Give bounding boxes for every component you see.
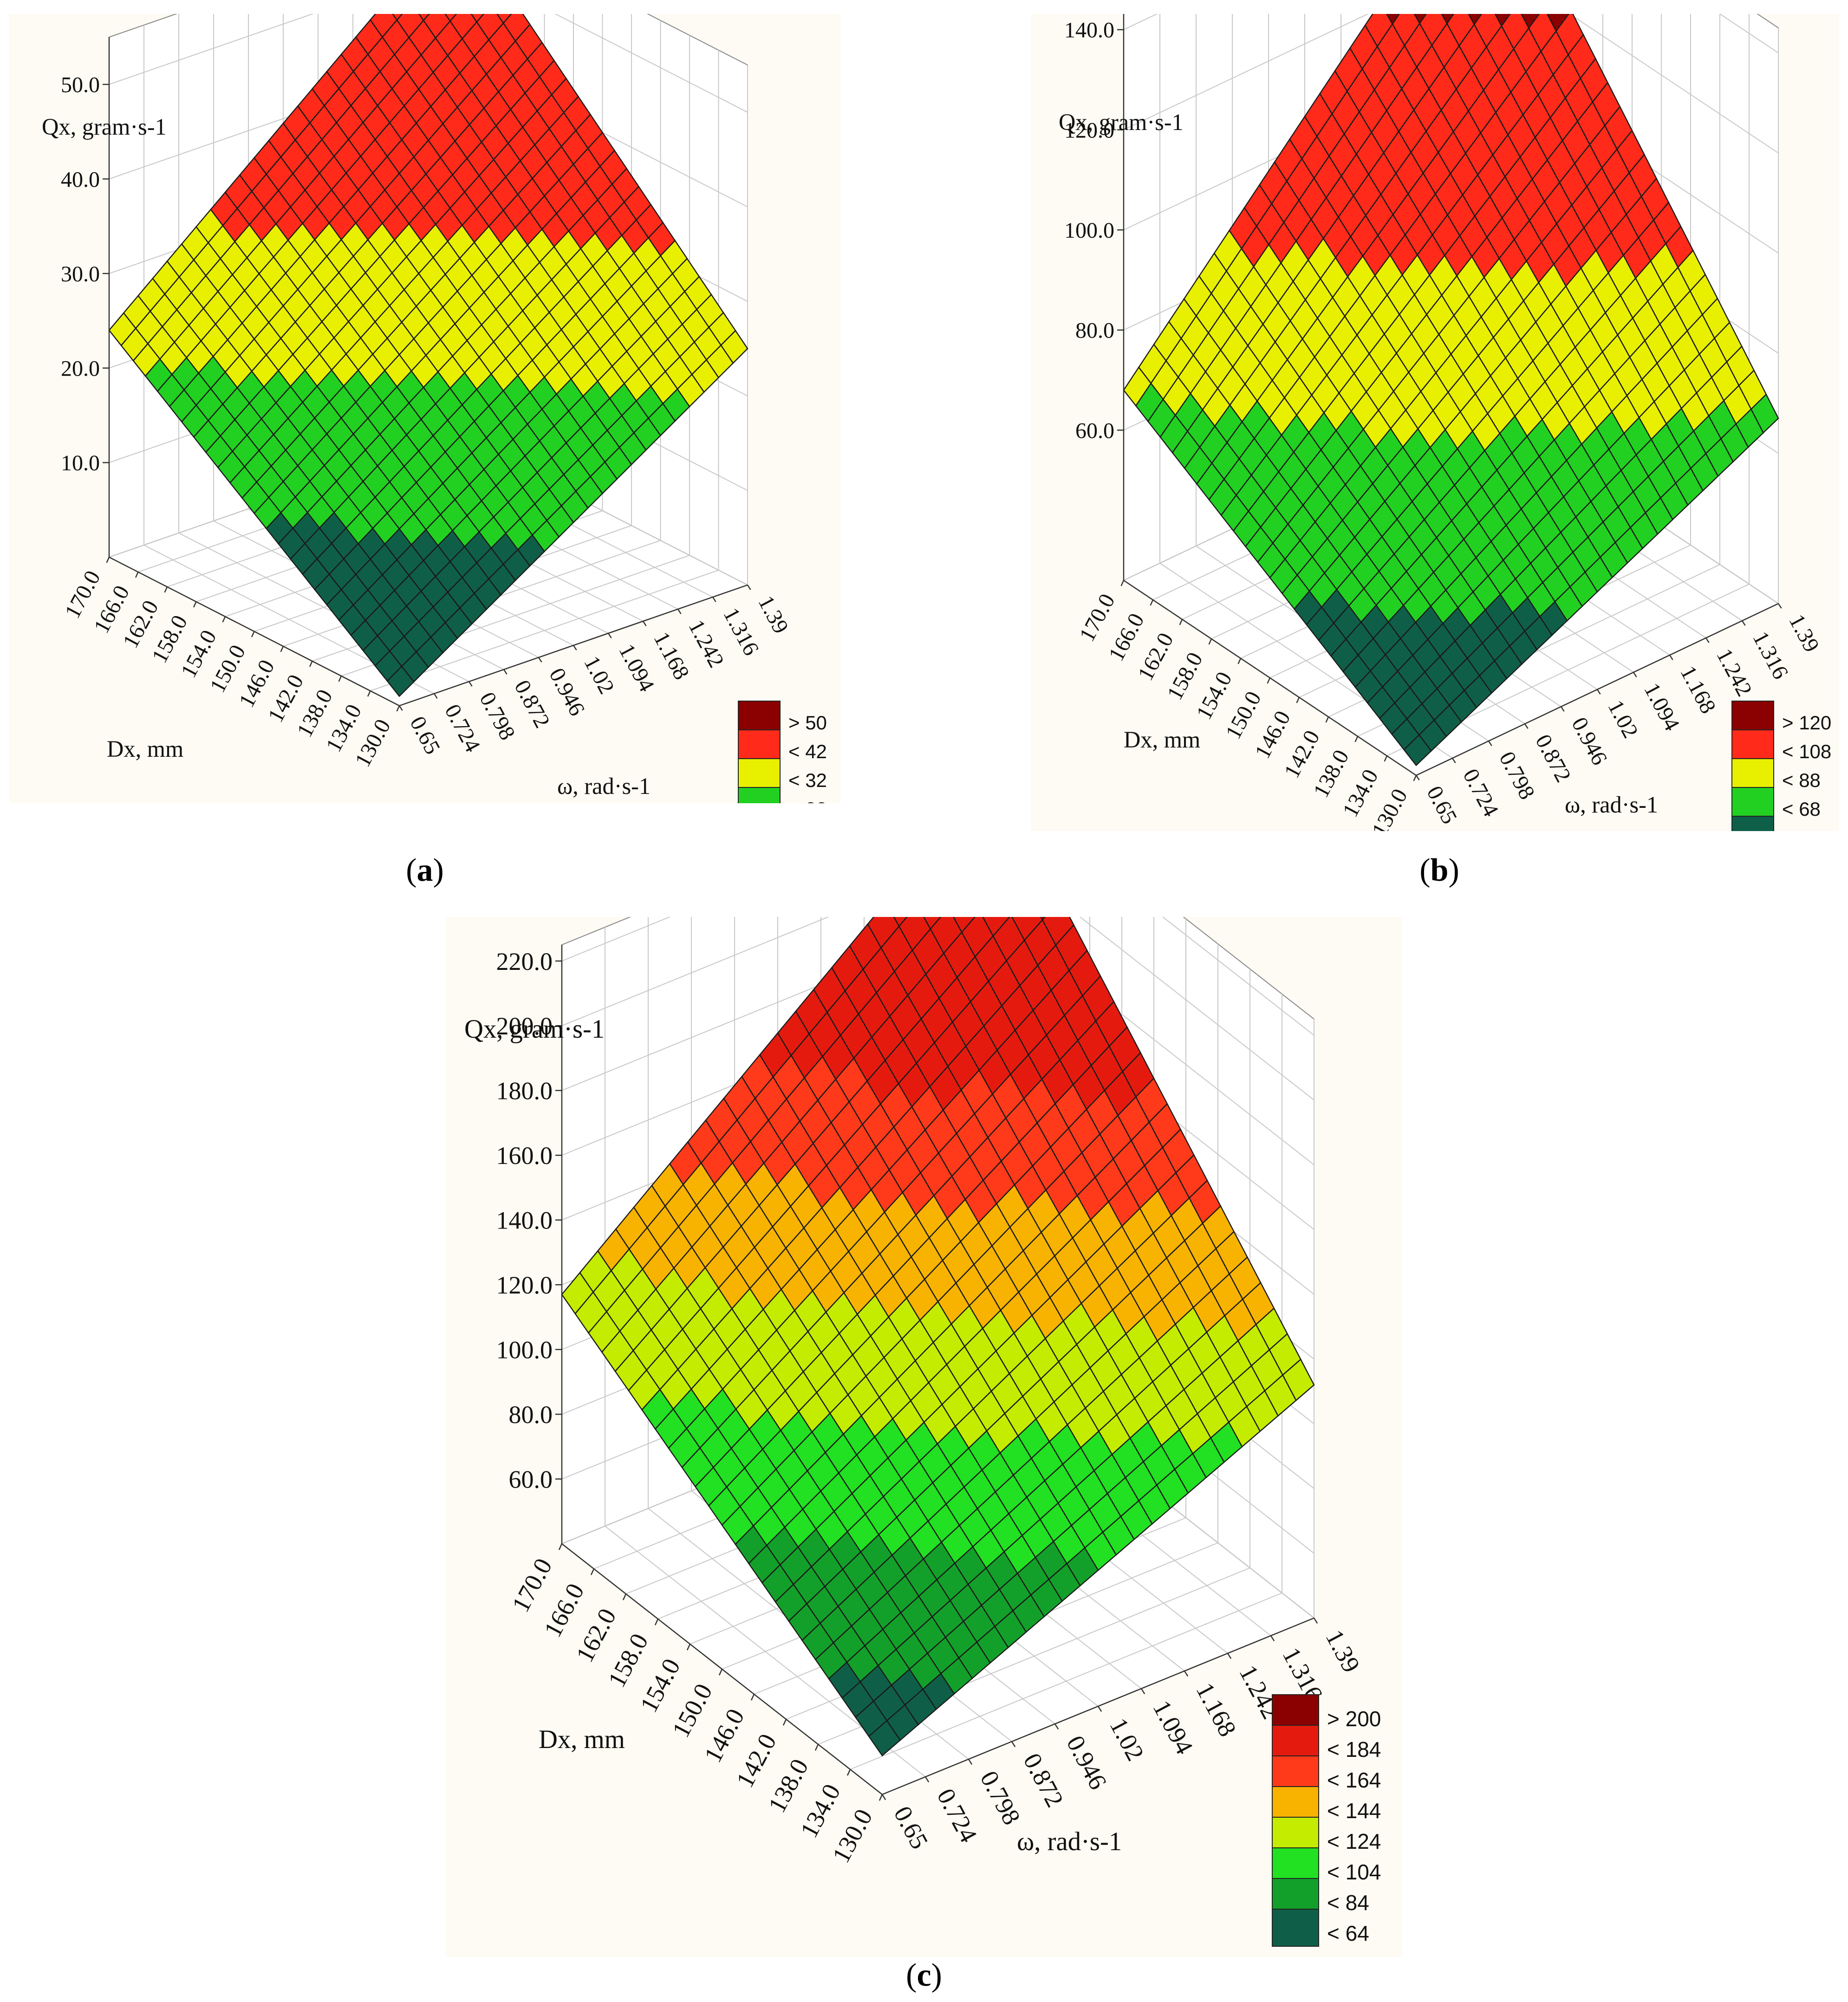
surface-plot-b: 60.0 80.0 100.0 120.0 140.0 170.0 166.0 162.0 15…	[1031, 14, 1839, 831]
caption-c-letter: c	[917, 1957, 931, 1993]
surface-plot-c-svg: 60.0 80.0 100.0 120.0 140.0 160.0 180.0 200.0 22…	[446, 917, 1402, 1957]
surface-cell	[386, 665, 415, 697]
z-tick-label: 60.0	[509, 1465, 553, 1493]
legend-label: < 32	[788, 769, 827, 791]
d-axis-title: Dx, mm	[107, 736, 183, 762]
surface	[561, 917, 1315, 1757]
legend-label: < 22	[788, 798, 827, 803]
legend-label: < 108	[1782, 741, 1831, 762]
surface-plot-b-svg: 60.080.0100.0120.0140.0170.0166.0162.015…	[1031, 14, 1839, 831]
legend: > 120 < 108 < 88 < 68 < 48	[1731, 701, 1831, 831]
legend-swatch	[1731, 816, 1774, 831]
w-axis-title: ω, rad·s-1	[557, 773, 651, 799]
surface-cell	[418, 14, 430, 22]
d-axis-title: Dx, mm	[539, 1725, 625, 1754]
legend-swatch	[1272, 1909, 1319, 1947]
legend-swatch	[1731, 787, 1774, 821]
surface-cell	[444, 14, 457, 22]
surface-cell	[1468, 14, 1483, 26]
legend-label: < 144	[1327, 1799, 1381, 1823]
z-axis-title: Qx, gram·s-1	[1059, 109, 1184, 135]
w-axis-title: ω, rad·s-1	[1565, 792, 1658, 818]
caption-b: (b)	[1419, 852, 1459, 888]
z-tick-label: 140.0	[1064, 18, 1114, 43]
surface-plot-a: 10.0 20.0 30.0 40.0 50.0 170.0 166.0 162.0 158.0…	[9, 14, 840, 803]
legend-swatch	[738, 729, 781, 764]
legend-swatch	[1731, 701, 1774, 735]
z-tick-label: 200.0	[496, 1012, 553, 1040]
surface-plot-c: 60.0 80.0 100.0 120.0 140.0 160.0 180.0 200.0 22…	[446, 917, 1402, 1957]
legend-swatch	[738, 787, 781, 803]
surface	[108, 14, 748, 697]
surface-cell	[496, 14, 512, 24]
z-tick-label: 160.0	[496, 1142, 553, 1170]
legend-label: < 184	[1327, 1737, 1381, 1762]
z-tick-label: 50.0	[61, 73, 100, 98]
legend-swatch	[1731, 758, 1774, 793]
legend-label: < 84	[1327, 1891, 1369, 1915]
surface-cell	[392, 14, 403, 21]
z-tick-label: 140.0	[496, 1207, 553, 1235]
z-tick-label: 80.0	[509, 1401, 553, 1429]
legend-label: < 42	[788, 741, 827, 762]
surface-cell	[1441, 14, 1455, 25]
caption-a: (a)	[406, 852, 444, 888]
z-tick-label: 40.0	[61, 167, 100, 192]
d-axis-title: Dx, mm	[1124, 727, 1200, 753]
legend-swatch	[738, 701, 781, 735]
legend-label: < 124	[1327, 1829, 1381, 1853]
surface-cell	[1413, 14, 1427, 25]
legend-label: < 64	[1327, 1921, 1369, 1945]
legend-swatch	[1731, 729, 1774, 764]
legend-label: < 68	[1782, 798, 1821, 820]
surface-cell	[868, 1720, 901, 1757]
z-tick-label: 180.0	[496, 1077, 553, 1105]
legend: > 50< 42< 32< 22< 12	[738, 701, 827, 803]
legend-label: < 104	[1327, 1860, 1381, 1884]
legend-label: > 200	[1327, 1707, 1381, 1731]
z-tick-label: 60.0	[1075, 418, 1114, 443]
legend-label: > 120	[1782, 712, 1831, 734]
z-axis-title: Qx, gram·s-1	[42, 114, 167, 140]
caption-b-letter: b	[1430, 852, 1449, 888]
z-tick-label: 30.0	[61, 262, 100, 286]
surface	[1123, 14, 1779, 767]
surface-cell	[1386, 14, 1400, 26]
surface-plot-a-svg: 10.020.030.040.050.0170.0166.0162.0158.0…	[9, 14, 840, 803]
legend-label: < 48	[1782, 827, 1821, 831]
z-tick-label: 220.0	[496, 948, 553, 975]
z-tick-label: 100.0	[1064, 218, 1114, 243]
z-tick-label: 120.0	[496, 1271, 553, 1299]
caption-a-letter: a	[416, 852, 433, 888]
legend-label: < 88	[1782, 769, 1821, 791]
z-tick-label: 100.0	[496, 1336, 553, 1364]
z-axis-title: Qx, gram·s-1	[464, 1014, 605, 1044]
z-tick-label: 10.0	[61, 451, 100, 475]
caption-c: (c)	[906, 1957, 942, 1993]
surface-cell	[893, 917, 908, 928]
legend-label: < 164	[1327, 1768, 1381, 1792]
legend-label: > 50	[788, 712, 827, 734]
surface-cell	[923, 917, 942, 930]
surface-cell	[470, 14, 485, 23]
surface-cell	[1403, 734, 1432, 767]
z-tick-label: 20.0	[61, 357, 100, 381]
legend: > 200 < 184 < 164 < 144 < 124 < 104 < 84 < 64	[1272, 1694, 1381, 1947]
surface-cell	[1494, 14, 1511, 27]
z-tick-label: 80.0	[1075, 318, 1114, 343]
z-tick-label: 120.0	[1064, 118, 1114, 143]
w-axis-title: ω, rad·s-1	[1017, 1827, 1122, 1856]
